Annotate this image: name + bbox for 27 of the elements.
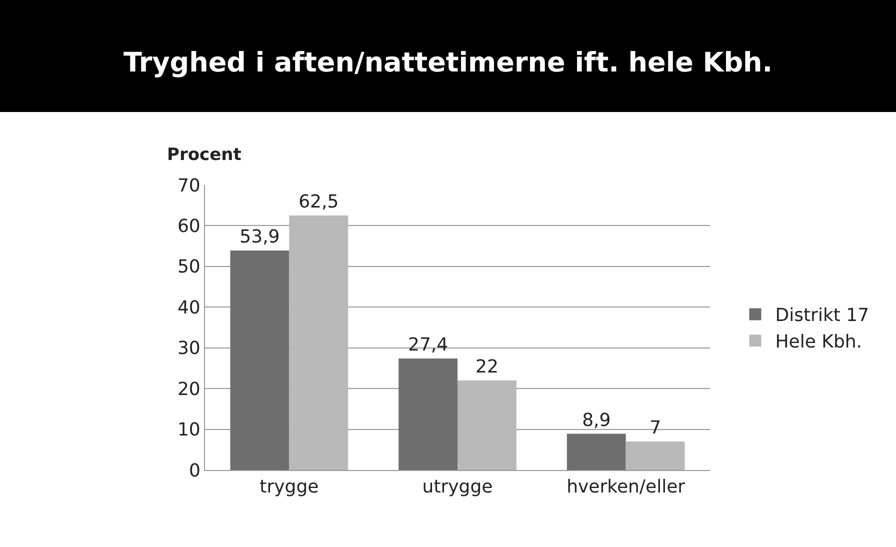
data-label: 8,9 <box>582 410 611 431</box>
data-label: 53,9 <box>240 226 280 248</box>
bar <box>398 358 458 470</box>
x-tick-label: trygge <box>260 476 319 498</box>
y-tick-label: 70 <box>177 175 200 196</box>
y-tick-label: 20 <box>177 378 200 400</box>
data-label: 7 <box>650 418 662 438</box>
y-tick-label: 60 <box>177 216 200 238</box>
bar <box>626 442 685 470</box>
data-label: 62,5 <box>298 192 339 213</box>
bar <box>566 434 626 470</box>
chart-title: Tryghed i aften/nattetimerne ift. hele Kbh. <box>123 47 773 78</box>
data-label: 22 <box>476 356 498 378</box>
y-tick-label: 50 <box>177 256 200 278</box>
bar <box>458 380 516 470</box>
y-tick-label: 40 <box>177 297 200 318</box>
legend-label: Distrikt 17 <box>775 305 870 326</box>
x-tick-label: hverken/eller <box>566 476 686 498</box>
y-tick-label: 30 <box>177 338 200 360</box>
bar <box>230 250 290 470</box>
y-axis-title: Procent <box>167 145 242 165</box>
legend-label: Hele Kbh. <box>775 332 862 353</box>
x-tick-label: utrygge <box>422 476 493 498</box>
data-label: 27,4 <box>408 334 448 356</box>
y-tick-label: 10 <box>177 420 200 441</box>
y-tick-label: 0 <box>188 460 200 482</box>
bar <box>289 216 348 470</box>
